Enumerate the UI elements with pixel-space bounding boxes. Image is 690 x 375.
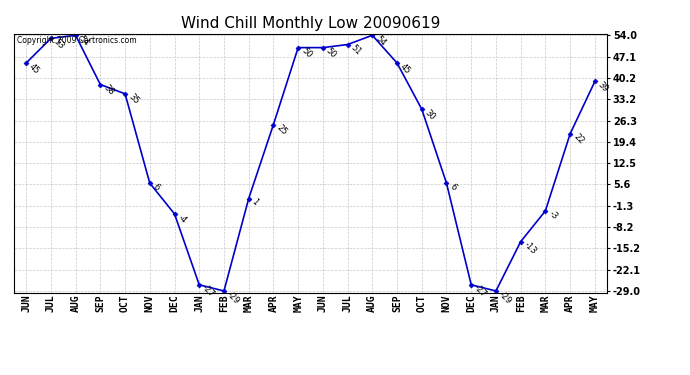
Text: 54: 54 [374, 34, 388, 48]
Text: 50: 50 [299, 46, 313, 60]
Text: 30: 30 [423, 108, 437, 122]
Text: 54: 54 [77, 34, 91, 48]
Text: 35: 35 [126, 92, 140, 106]
Text: 53: 53 [52, 37, 66, 51]
Text: -29: -29 [226, 290, 241, 306]
Text: 6: 6 [151, 182, 161, 192]
Text: 1: 1 [250, 197, 260, 207]
Text: -29: -29 [497, 290, 513, 306]
Text: 45: 45 [28, 62, 41, 75]
Text: 6: 6 [448, 182, 458, 192]
Text: -13: -13 [522, 240, 538, 256]
Text: 50: 50 [324, 46, 338, 60]
Text: 51: 51 [349, 43, 363, 57]
Text: 22: 22 [571, 132, 585, 146]
Text: -4: -4 [176, 213, 188, 225]
Text: -27: -27 [473, 284, 489, 299]
Text: -27: -27 [201, 284, 217, 299]
Text: -3: -3 [546, 210, 559, 222]
Text: 38: 38 [101, 83, 116, 97]
Text: Copyright 2009 Cartronics.com: Copyright 2009 Cartronics.com [17, 36, 137, 45]
Title: Wind Chill Monthly Low 20090619: Wind Chill Monthly Low 20090619 [181, 16, 440, 31]
Text: 45: 45 [398, 62, 412, 75]
Text: 25: 25 [275, 123, 288, 137]
Text: 39: 39 [596, 80, 610, 94]
